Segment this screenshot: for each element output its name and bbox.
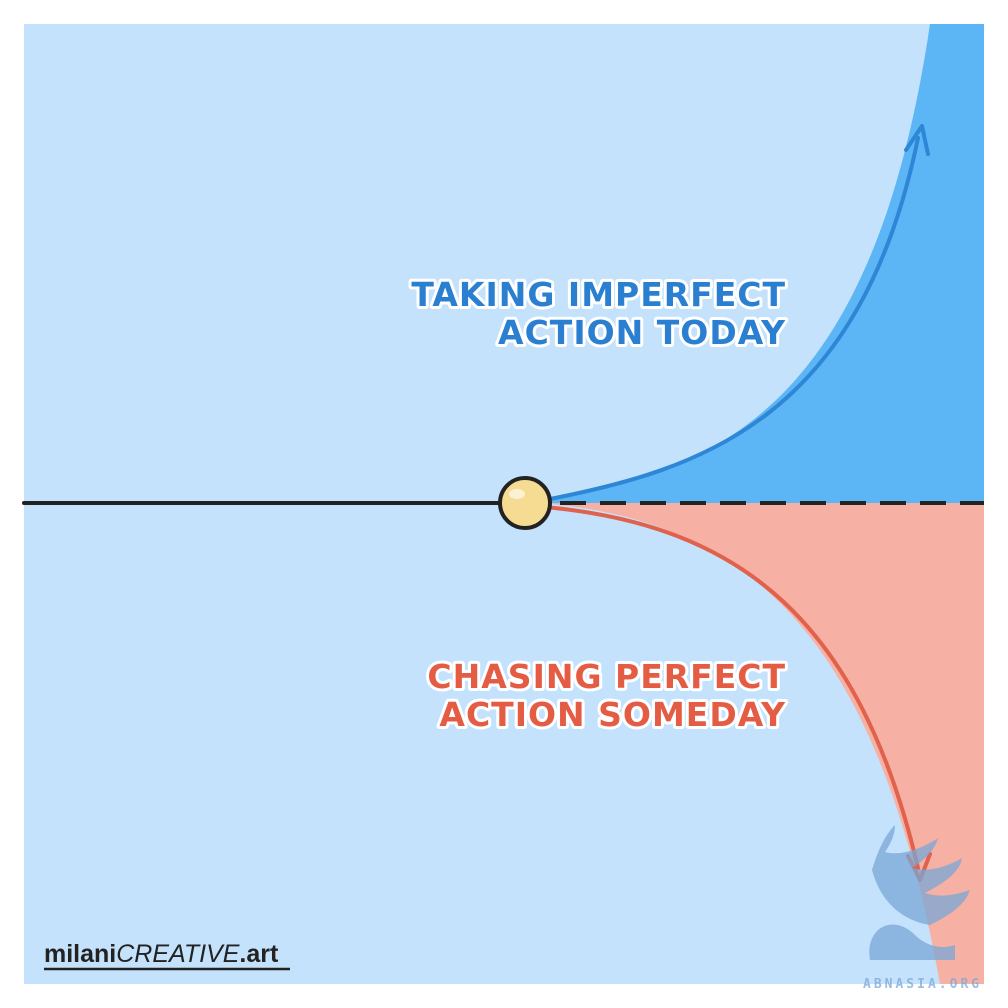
credit-brand-caps: CREATIVE [116, 940, 239, 968]
upper-label-line2: ACTION TODAY [498, 313, 786, 352]
watermark-beast-icon [869, 924, 955, 960]
lower-curve [543, 505, 920, 870]
lower-decline-area [540, 503, 984, 984]
upper-label-line1: TAKING IMPERFECT [411, 275, 786, 314]
credit-logo: milaniCREATIVE.art [44, 940, 279, 968]
upper-growth-area [540, 24, 984, 503]
lower-label-line1: CHASING PERFECT [427, 657, 786, 696]
starting-point-node [498, 476, 552, 530]
watermark-bird-icon [872, 825, 970, 925]
watermark-text: ABNASIA.ORG [863, 977, 982, 992]
node-highlight [509, 489, 525, 499]
credit-domain: .art [239, 940, 279, 968]
upper-curve [543, 136, 920, 502]
lower-label-line2: ACTION SOMEDAY [439, 695, 786, 734]
upper-arrowhead [904, 124, 930, 156]
watermark-logo: ABNASIA.ORG [863, 825, 982, 992]
credit-brand: milani [44, 940, 116, 968]
